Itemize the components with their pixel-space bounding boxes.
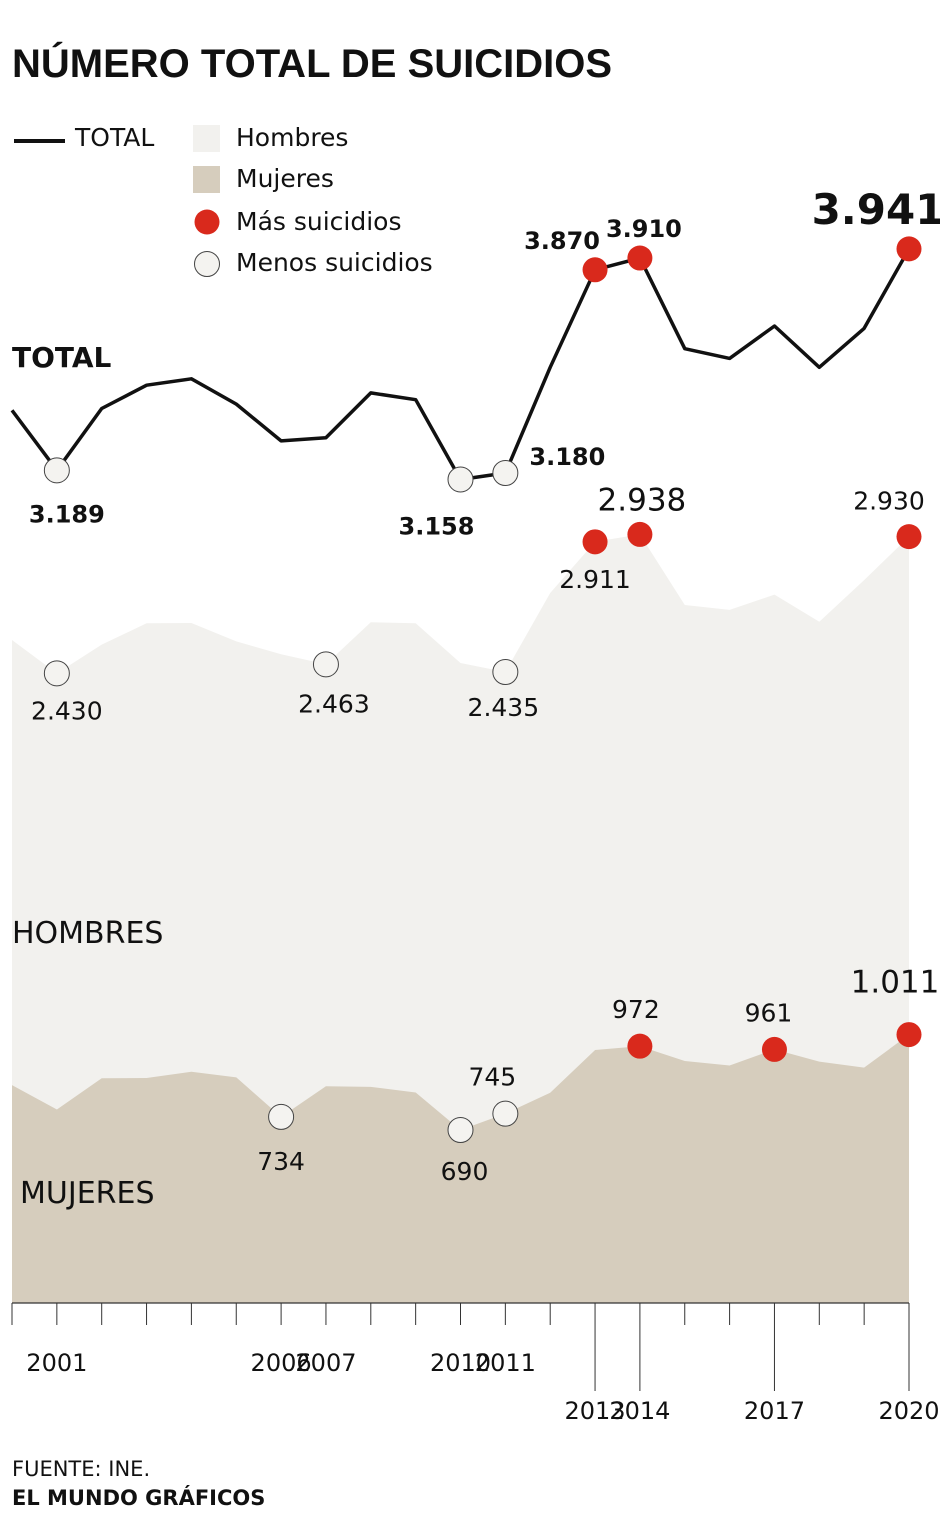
hombres-value-label-2001: 2.430 [31, 696, 103, 725]
section-label-hombres: HOMBRES [12, 916, 163, 951]
hombres-mas-point-2014 [627, 521, 653, 547]
mujeres-value-label-2014: 972 [612, 995, 660, 1024]
section-label-mujeres: MUJERES [20, 1176, 155, 1211]
x-tick-label: 2014 [609, 1397, 670, 1425]
hombres-value-label-2011: 2.435 [468, 693, 540, 722]
legend-menos-swatch [194, 251, 220, 277]
mujeres-mas-point-2020 [896, 1022, 922, 1048]
mujeres-value-label-2017: 961 [745, 998, 793, 1027]
x-tick-label: 2011 [475, 1349, 536, 1377]
x-tick-label: 2007 [295, 1349, 356, 1377]
total-line-layer [10, 248, 911, 482]
hombres-value-label-2020: 2.930 [853, 487, 925, 516]
legend-hombres-label: Hombres [236, 123, 348, 152]
mujeres-area [12, 1034, 909, 1303]
hombres-value-label-2007: 2.463 [298, 689, 370, 718]
total-value-label-2013: 3.870 [524, 227, 600, 255]
total-value-label-2014: 3.910 [606, 215, 682, 243]
total-line [10, 248, 911, 482]
mujeres-menos-point-2006 [268, 1103, 295, 1130]
mujeres-value-label-2020: 1.011 [851, 965, 940, 1001]
hombres-value-label-2013: 2.911 [559, 565, 631, 594]
hombres-mas-point-2013 [582, 529, 608, 555]
x-tick-label: 2017 [744, 1397, 805, 1425]
highlight-points [43, 236, 922, 1143]
total-mas-point-2013 [582, 257, 608, 283]
legend-menos-label: Menos suicidios [236, 248, 433, 277]
hombres-menos-point-2001 [43, 660, 70, 687]
brand-credit: EL MUNDO GRÁFICOS [12, 1485, 265, 1510]
mujeres-value-label-2010: 690 [441, 1157, 489, 1186]
mujeres-menos-point-2011 [492, 1100, 519, 1127]
hombres-value-label-2014: 2.938 [598, 482, 687, 518]
mujeres-mas-point-2017 [761, 1036, 787, 1062]
x-tick-label: 2020 [878, 1397, 939, 1425]
chart-title: NÚMERO TOTAL DE SUICIDIOS [12, 40, 612, 86]
hombres-mas-point-2020 [896, 524, 922, 550]
section-label-total: TOTAL [12, 341, 111, 374]
value-labels: 3.189 3.158 3.180 3.870 3.910 3.941 2.430 2.463… [29, 185, 940, 1186]
legend: TOTAL Hombres Mujeres Más suicidios Meno… [14, 123, 433, 277]
legend-mujeres-swatch [193, 166, 220, 193]
total-menos-point-2001 [43, 457, 70, 484]
total-value-label-2010: 3.158 [399, 512, 475, 540]
area-layer [12, 534, 909, 1303]
total-mas-point-2014 [627, 245, 653, 271]
total-menos-point-2011 [492, 460, 519, 486]
mujeres-value-label-2006: 734 [257, 1147, 305, 1176]
total-mas-point-2020 [896, 236, 922, 262]
legend-hombres-swatch [193, 125, 220, 152]
x-tick-label: 2013 [565, 1397, 626, 1425]
mujeres-value-label-2011: 745 [468, 1063, 516, 1092]
hombres-menos-point-2011 [492, 659, 519, 685]
x-tick-label: 2006 [251, 1349, 312, 1377]
legend-mas-label: Más suicidios [236, 207, 402, 236]
total-value-label-2020: 3.941 [812, 185, 940, 234]
mujeres-menos-point-2010 [447, 1117, 474, 1143]
legend-mujeres-label: Mujeres [236, 164, 334, 193]
hombres-menos-point-2007 [312, 651, 339, 678]
x-tick-label: 2001 [26, 1349, 87, 1377]
total-menos-point-2010 [447, 466, 474, 493]
x-tick-label: 2010 [430, 1349, 491, 1377]
legend-mas-swatch [194, 209, 220, 235]
total-value-label-2011: 3.180 [529, 443, 605, 471]
total-value-label-2001: 3.189 [29, 500, 105, 528]
source-note: FUENTE: INE. [12, 1457, 150, 1481]
legend-total-label: TOTAL [74, 123, 154, 152]
mujeres-mas-point-2014 [627, 1033, 653, 1059]
